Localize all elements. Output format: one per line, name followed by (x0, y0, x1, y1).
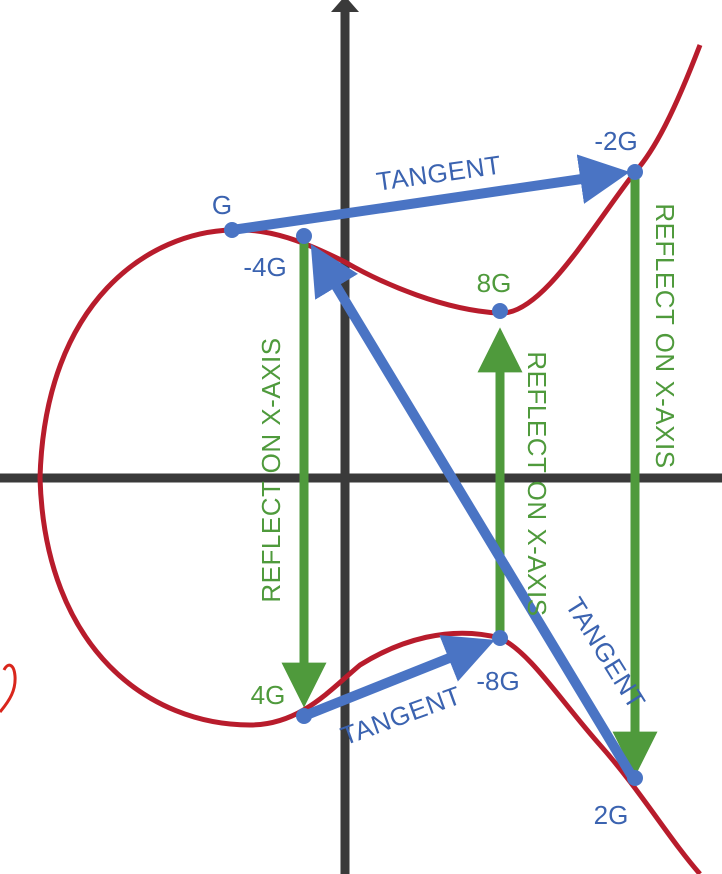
y-axis-arrowhead (331, 0, 359, 12)
label-G: G (212, 190, 232, 220)
elliptic-curve (37, 44, 703, 874)
label-reflect-right: REFLECT ON X-AXIS (650, 203, 680, 468)
point-4G (296, 708, 312, 724)
label-reflect-middle: REFLECT ON X-AXIS (522, 351, 552, 616)
tangent-arrow-top (231, 154, 630, 235)
label-8G: 8G (477, 268, 512, 298)
point-neg2G (627, 164, 643, 180)
label-neg8G: -8G (476, 666, 519, 696)
label-4G: 4G (251, 680, 286, 710)
point-neg8G (492, 630, 508, 646)
point-2G (627, 770, 643, 786)
tangent-arrow-diagonal (310, 244, 638, 781)
scribble-mark (0, 663, 17, 713)
label-2G: 2G (594, 800, 629, 830)
label-reflect-left: REFLECT ON X-AXIS (256, 337, 286, 602)
tangent-arrow-bottom (302, 635, 496, 721)
label-neg2G: -2G (594, 126, 637, 156)
point-G (224, 222, 240, 238)
label-neg4G: -4G (243, 252, 286, 282)
point-neg4G (296, 228, 312, 244)
point-8G (492, 303, 508, 319)
